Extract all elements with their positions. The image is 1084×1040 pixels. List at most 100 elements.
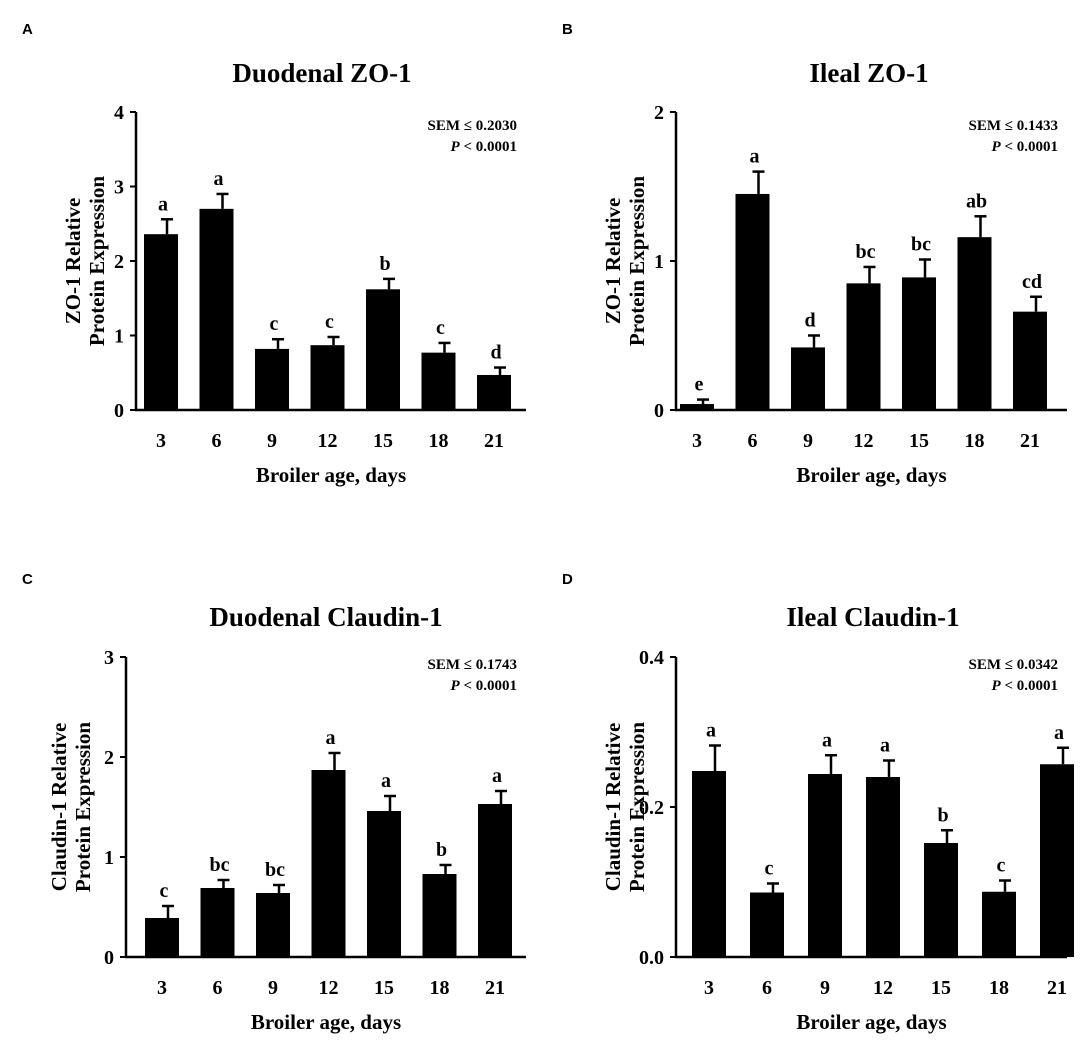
x-tick-label: 3 bbox=[156, 430, 166, 452]
chart-title: Ileal Claudin-1 bbox=[786, 602, 959, 632]
y-axis-label-line: Protein Expression bbox=[625, 722, 649, 892]
p-value-annotation: P < 0.0001 bbox=[451, 678, 517, 694]
x-tick-label: 9 bbox=[268, 977, 278, 999]
y-tick-label: 0.0 bbox=[639, 947, 664, 969]
significance-letter: bc bbox=[210, 854, 230, 876]
y-axis-label-line: ZO-1 Relative bbox=[601, 198, 625, 325]
significance-letter: a bbox=[880, 735, 890, 757]
y-tick-label: 1 bbox=[104, 847, 114, 869]
y-tick-label: 1 bbox=[114, 326, 124, 348]
significance-letter: c bbox=[765, 858, 774, 880]
y-axis-label-line: Claudin-1 Relative bbox=[47, 723, 71, 892]
x-tick-label: 15 bbox=[373, 430, 393, 452]
y-tick-label: 3 bbox=[104, 647, 114, 669]
x-tick-label: 6 bbox=[213, 977, 223, 999]
y-tick-label: 0 bbox=[114, 400, 124, 422]
y-tick-label: 2 bbox=[114, 251, 124, 273]
bar bbox=[367, 811, 401, 957]
bar bbox=[866, 777, 900, 957]
significance-letter: cd bbox=[1022, 271, 1042, 293]
p-symbol: P bbox=[451, 139, 461, 155]
bar bbox=[478, 804, 512, 957]
y-axis-label-line: Protein Expression bbox=[71, 722, 95, 892]
significance-letter: bc bbox=[911, 234, 931, 256]
p-value-annotation: P < 0.0001 bbox=[451, 139, 517, 155]
bar bbox=[791, 347, 825, 410]
bar bbox=[692, 771, 726, 957]
x-tick-label: 21 bbox=[1047, 977, 1067, 999]
x-tick-label: 21 bbox=[1020, 430, 1040, 452]
x-tick-label: 3 bbox=[157, 977, 167, 999]
x-tick-label: 12 bbox=[318, 430, 338, 452]
bar bbox=[1040, 764, 1074, 957]
x-axis-label: Broiler age, days bbox=[796, 463, 946, 487]
y-axis-label-line: ZO-1 Relative bbox=[61, 198, 85, 325]
x-tick-label: 21 bbox=[485, 977, 505, 999]
x-tick-label: 3 bbox=[704, 977, 714, 999]
chart-panel-a: A Duodenal ZO-1 ZO-1 RelativeProtein Expre… bbox=[22, 21, 526, 487]
significance-letter: c bbox=[160, 880, 169, 902]
significance-letter: c bbox=[325, 311, 334, 333]
y-axis-label: Claudin-1 RelativeProtein Expression bbox=[47, 722, 95, 892]
p-value-annotation: P < 0.0001 bbox=[992, 678, 1058, 694]
significance-letter: a bbox=[158, 193, 168, 215]
significance-letter: ab bbox=[966, 190, 987, 212]
significance-letter: b bbox=[436, 839, 447, 861]
p-symbol: P bbox=[992, 678, 1002, 694]
y-tick-label: 0 bbox=[654, 400, 664, 422]
y-tick-label: 1 bbox=[654, 251, 664, 273]
bar bbox=[680, 404, 714, 410]
significance-letter: a bbox=[706, 720, 716, 742]
chart-panel-b: B Ileal ZO-1 ZO-1 RelativeProtein Expressi… bbox=[562, 21, 1067, 487]
x-tick-label: 6 bbox=[762, 977, 772, 999]
panel-letter: D bbox=[562, 571, 573, 588]
p-symbol: P bbox=[992, 139, 1002, 155]
bar bbox=[145, 918, 179, 957]
x-tick-label: 9 bbox=[820, 977, 830, 999]
x-tick-label: 18 bbox=[989, 977, 1009, 999]
bar bbox=[982, 891, 1016, 957]
significance-letter: e bbox=[695, 374, 704, 396]
x-axis-label: Broiler age, days bbox=[256, 463, 406, 487]
significance-letter: bc bbox=[265, 859, 285, 881]
bar bbox=[255, 348, 289, 410]
y-tick-label: 2 bbox=[654, 102, 664, 124]
y-tick-label: 2 bbox=[104, 747, 114, 769]
bar bbox=[311, 770, 346, 957]
bar bbox=[310, 345, 345, 410]
bar bbox=[199, 208, 234, 410]
x-tick-label: 21 bbox=[484, 430, 504, 452]
sem-annotation: SEM ≤ 0.1433 bbox=[969, 118, 1059, 134]
x-tick-label: 15 bbox=[931, 977, 951, 999]
x-tick-label: 9 bbox=[803, 430, 813, 452]
bar bbox=[902, 277, 936, 410]
x-axis-label: Broiler age, days bbox=[251, 1010, 401, 1034]
x-tick-label: 6 bbox=[212, 430, 222, 452]
panel-letter: C bbox=[22, 571, 33, 588]
x-tick-label: 18 bbox=[429, 430, 449, 452]
x-tick-label: 12 bbox=[319, 977, 339, 999]
p-value: < 0.0001 bbox=[460, 678, 517, 694]
p-value: < 0.0001 bbox=[460, 139, 517, 155]
significance-letter: b bbox=[937, 804, 948, 826]
y-axis-label: Claudin-1 RelativeProtein Expression bbox=[601, 722, 649, 892]
sem-annotation: SEM ≤ 0.0342 bbox=[969, 657, 1059, 673]
bar bbox=[421, 352, 456, 410]
x-axis-label: Broiler age, days bbox=[796, 1010, 946, 1034]
significance-letter: a bbox=[381, 770, 391, 792]
significance-letter: c bbox=[997, 855, 1006, 877]
y-axis-label-line: Claudin-1 Relative bbox=[601, 723, 625, 892]
p-symbol: P bbox=[451, 678, 461, 694]
x-tick-label: 3 bbox=[692, 430, 702, 452]
bar bbox=[477, 374, 511, 410]
significance-letter: bc bbox=[856, 241, 876, 263]
bar bbox=[808, 774, 842, 957]
bar bbox=[144, 234, 178, 410]
sem-annotation: SEM ≤ 0.2030 bbox=[428, 118, 518, 134]
significance-letter: a bbox=[1054, 722, 1064, 744]
y-axis-label-line: Protein Expression bbox=[625, 176, 649, 346]
significance-letter: d bbox=[490, 342, 501, 364]
y-axis-label: ZO-1 RelativeProtein Expression bbox=[601, 176, 649, 346]
y-tick-label: 0 bbox=[104, 947, 114, 969]
chart-title: Ileal ZO-1 bbox=[809, 58, 928, 88]
